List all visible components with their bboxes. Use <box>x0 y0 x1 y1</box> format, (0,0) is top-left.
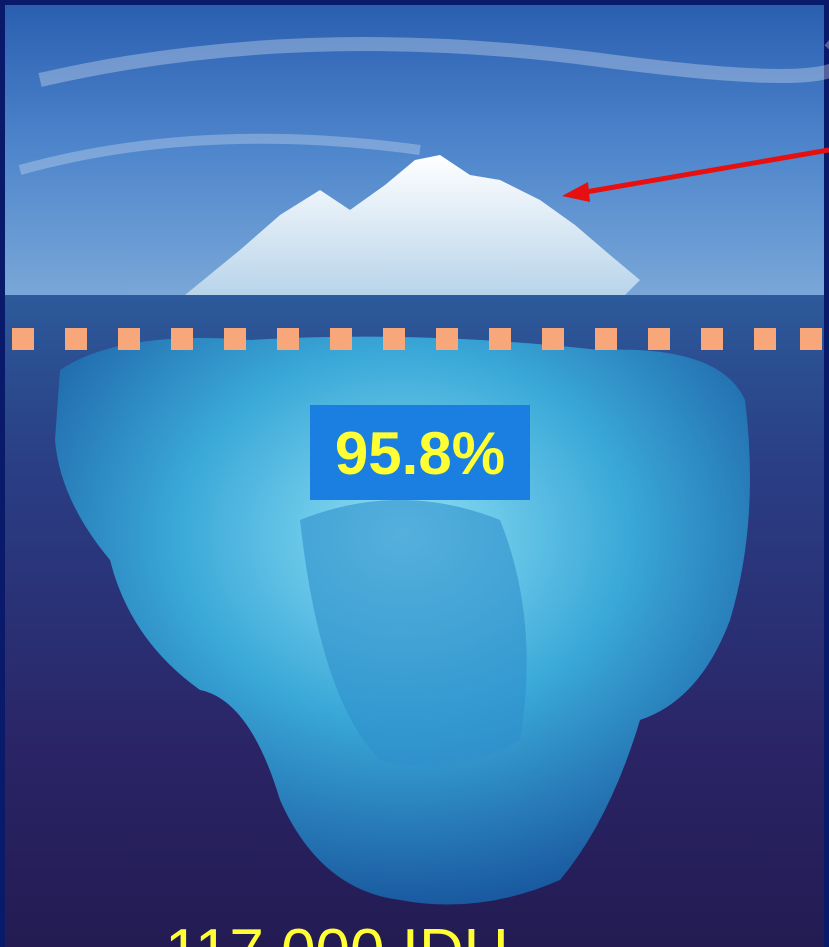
percent-label: 95.8% <box>335 420 505 487</box>
slide: 95.8% 117,000 IDU <box>0 0 829 947</box>
caption: 117,000 IDU <box>165 917 509 947</box>
page: {"slide": {"percent_label": "95.8%", "ca… <box>0 0 829 947</box>
